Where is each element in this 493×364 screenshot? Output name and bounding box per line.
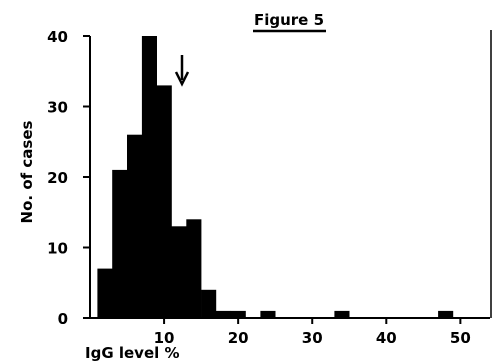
histogram-bar	[112, 169, 128, 318]
arrow-head	[174, 71, 190, 87]
y-tick-label: 20	[47, 169, 68, 187]
x-axis-label: IgG level %	[85, 344, 180, 362]
histogram-bar	[438, 310, 454, 318]
y-tick-label: 30	[47, 99, 68, 117]
bars-group	[97, 36, 454, 319]
x-tick-label: 30	[302, 329, 323, 347]
y-tick-label: 0	[58, 310, 68, 328]
histogram-bar	[171, 226, 187, 318]
arrow-annotation	[174, 55, 190, 87]
x-tick-label: 10	[154, 329, 175, 347]
histogram-bar	[156, 85, 172, 319]
histogram-bar	[141, 36, 157, 318]
x-tick-label: 40	[376, 329, 397, 347]
y-axis-label: No. of cases	[18, 120, 36, 223]
y-tick-label: 10	[47, 240, 68, 258]
histogram-bar	[97, 268, 113, 318]
y-axis-ticks: 0 10 20 30 40	[47, 28, 90, 328]
histogram-bar	[334, 310, 350, 318]
histogram-bar	[260, 310, 276, 318]
histogram-bar	[230, 310, 246, 318]
histogram-bar	[127, 134, 143, 318]
x-tick-label: 20	[228, 329, 249, 347]
histogram-bar	[215, 310, 231, 318]
histogram-bar	[201, 289, 217, 318]
histogram-bar	[186, 219, 202, 318]
x-tick-label: 50	[450, 329, 471, 347]
chart-title: Figure 5	[254, 11, 324, 29]
y-tick-label: 40	[47, 28, 68, 46]
x-axis-ticks: 10 20 30 40 50	[154, 318, 471, 347]
